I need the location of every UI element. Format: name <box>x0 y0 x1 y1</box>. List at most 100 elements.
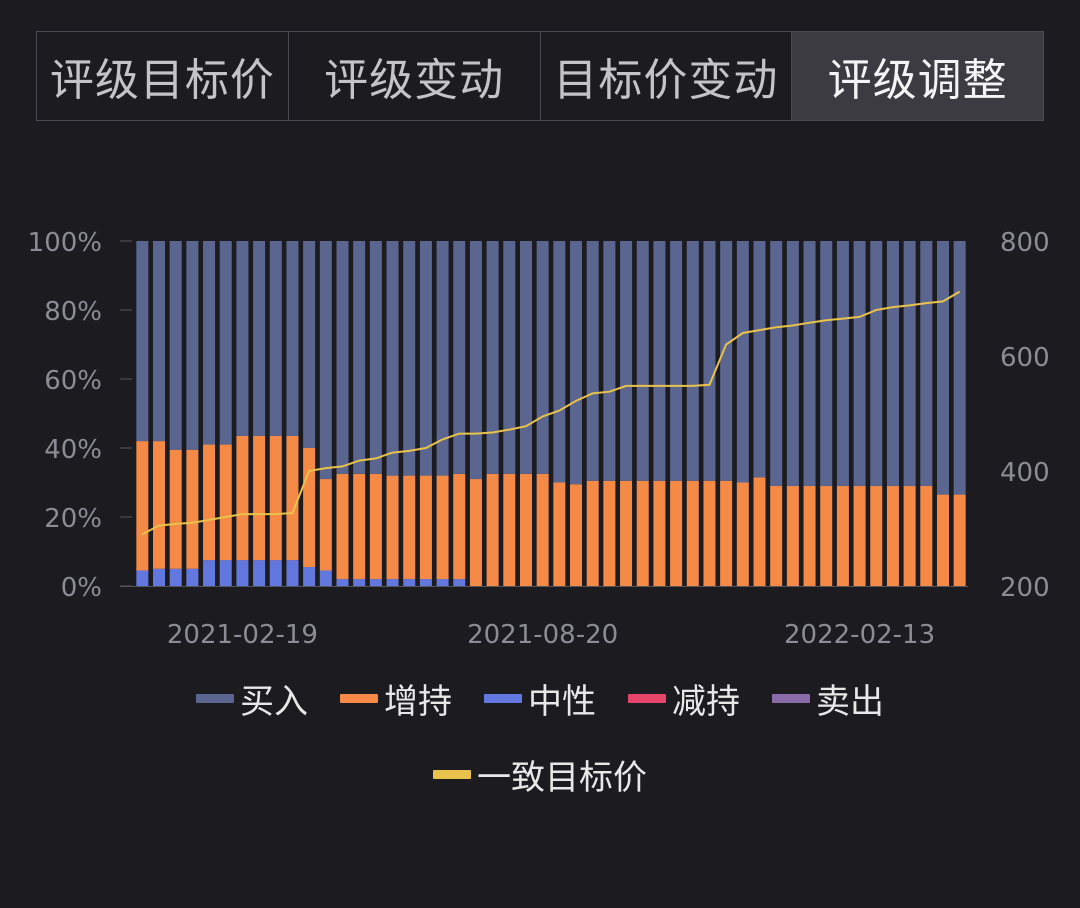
bar-buy <box>720 241 733 481</box>
bar-overweight <box>369 473 382 580</box>
bar-buy <box>536 241 549 474</box>
bar-buy <box>419 241 432 476</box>
legend-item-neutral[interactable]: 中性 <box>484 674 596 723</box>
bar-overweight <box>453 473 466 580</box>
bar-overweight <box>403 475 416 580</box>
bar-buy <box>886 241 899 486</box>
bar-overweight <box>853 485 866 586</box>
legend-item-buy[interactable]: 买入 <box>196 674 308 723</box>
bar-buy <box>570 241 583 485</box>
tab-bar: 评级目标价 评级变动 目标价变动 评级调整 <box>36 31 1044 121</box>
bar-buy <box>436 241 449 476</box>
bar-buy <box>269 241 282 436</box>
bar-buy <box>553 241 566 483</box>
bar-buy <box>403 241 416 476</box>
legend-item-underweight[interactable]: 减持 <box>628 674 740 723</box>
bar-buy <box>519 241 532 474</box>
legend-item-sell[interactable]: 卖出 <box>772 674 884 723</box>
bar-buy <box>936 241 949 495</box>
bar-buy <box>670 241 683 481</box>
x-tick-label: 2021-02-19 <box>167 620 318 650</box>
bar-buy <box>186 241 199 450</box>
x-tick-label: 2021-08-20 <box>467 620 618 650</box>
legend-swatch-underweight <box>628 694 666 703</box>
bar-overweight <box>636 480 649 586</box>
bar-buy <box>169 241 182 450</box>
bar-neutral <box>453 579 466 586</box>
bar-buy <box>219 241 232 445</box>
bar-buy <box>820 241 833 486</box>
bar-overweight <box>136 441 149 571</box>
bar-overweight <box>620 480 633 586</box>
bar-overweight <box>419 475 432 580</box>
bar-buy <box>486 241 499 474</box>
bar-overweight <box>920 485 933 586</box>
bar-buy <box>703 241 716 481</box>
bar-overweight <box>336 473 349 580</box>
bar-buy <box>386 241 399 476</box>
bar-overweight <box>720 480 733 586</box>
bar-neutral <box>286 560 299 586</box>
bar-neutral <box>303 567 316 586</box>
legend-label-neutral: 中性 <box>528 682 596 722</box>
bar-overweight <box>486 473 499 586</box>
bar-buy <box>303 241 316 448</box>
bar-neutral <box>153 568 166 586</box>
bar-overweight <box>153 441 166 569</box>
y-left-tick-label: 60% <box>44 366 102 396</box>
bar-overweight <box>319 479 332 571</box>
tab-rating-change[interactable]: 评级变动 <box>289 32 541 120</box>
bar-neutral <box>269 560 282 586</box>
legend-item-overweight[interactable]: 增持 <box>340 674 452 723</box>
bar-overweight <box>786 485 799 586</box>
legend-item-target-price[interactable]: 一致目标价 <box>433 750 647 799</box>
bar-overweight <box>603 480 616 586</box>
bar-neutral <box>386 579 399 586</box>
bar-buy <box>153 241 166 442</box>
bar-overweight <box>770 485 783 586</box>
bar-overweight <box>169 449 182 569</box>
x-tick-label: 2022-02-13 <box>784 620 935 650</box>
bar-neutral <box>169 568 182 586</box>
tab-rating-target-price[interactable]: 评级目标价 <box>37 32 289 120</box>
bar-neutral <box>369 579 382 586</box>
bar-buy <box>236 241 249 436</box>
bar-buy <box>853 241 866 486</box>
bar-buy <box>586 241 599 481</box>
bar-buy <box>286 241 299 436</box>
bar-overweight <box>836 485 849 586</box>
bar-neutral <box>353 579 366 586</box>
legend-label-buy: 买入 <box>240 682 308 722</box>
bar-buy <box>503 241 516 474</box>
bar-neutral <box>236 560 249 586</box>
bar-neutral <box>336 579 349 586</box>
bar-overweight <box>286 435 299 561</box>
bar-buy <box>336 241 349 474</box>
bar-overweight <box>436 475 449 580</box>
bar-neutral <box>219 560 232 586</box>
legend-label-underweight: 减持 <box>672 682 740 722</box>
bar-buy <box>653 241 666 481</box>
legend-swatch-buy <box>196 694 234 703</box>
y-right-tick-label: 600 <box>1000 343 1050 373</box>
legend-label-overweight: 增持 <box>384 682 452 722</box>
y-left-tick-label: 100% <box>28 228 102 258</box>
tab-target-price-change[interactable]: 目标价变动 <box>541 32 793 120</box>
bar-overweight <box>219 444 232 561</box>
bar-overweight <box>353 473 366 580</box>
bar-buy <box>836 241 849 486</box>
bar-buy <box>469 241 482 480</box>
bar-buy <box>620 241 633 481</box>
bar-buy <box>253 241 266 436</box>
bar-overweight <box>870 485 883 586</box>
bar-overweight <box>519 473 532 586</box>
bar-buy <box>953 241 966 495</box>
bar-overweight <box>703 480 716 586</box>
bar-neutral <box>136 570 149 586</box>
tab-rating-adjustment[interactable]: 评级调整 <box>792 32 1043 120</box>
target-price-line <box>141 290 961 536</box>
bar-buy <box>136 241 149 442</box>
rating-chart: 0% 20% 40% 60% 80% 100% 200 400 600 800 2021-02-19… <box>28 228 1050 650</box>
bar-buy <box>203 241 216 445</box>
legend-swatch-target-price <box>433 770 471 779</box>
